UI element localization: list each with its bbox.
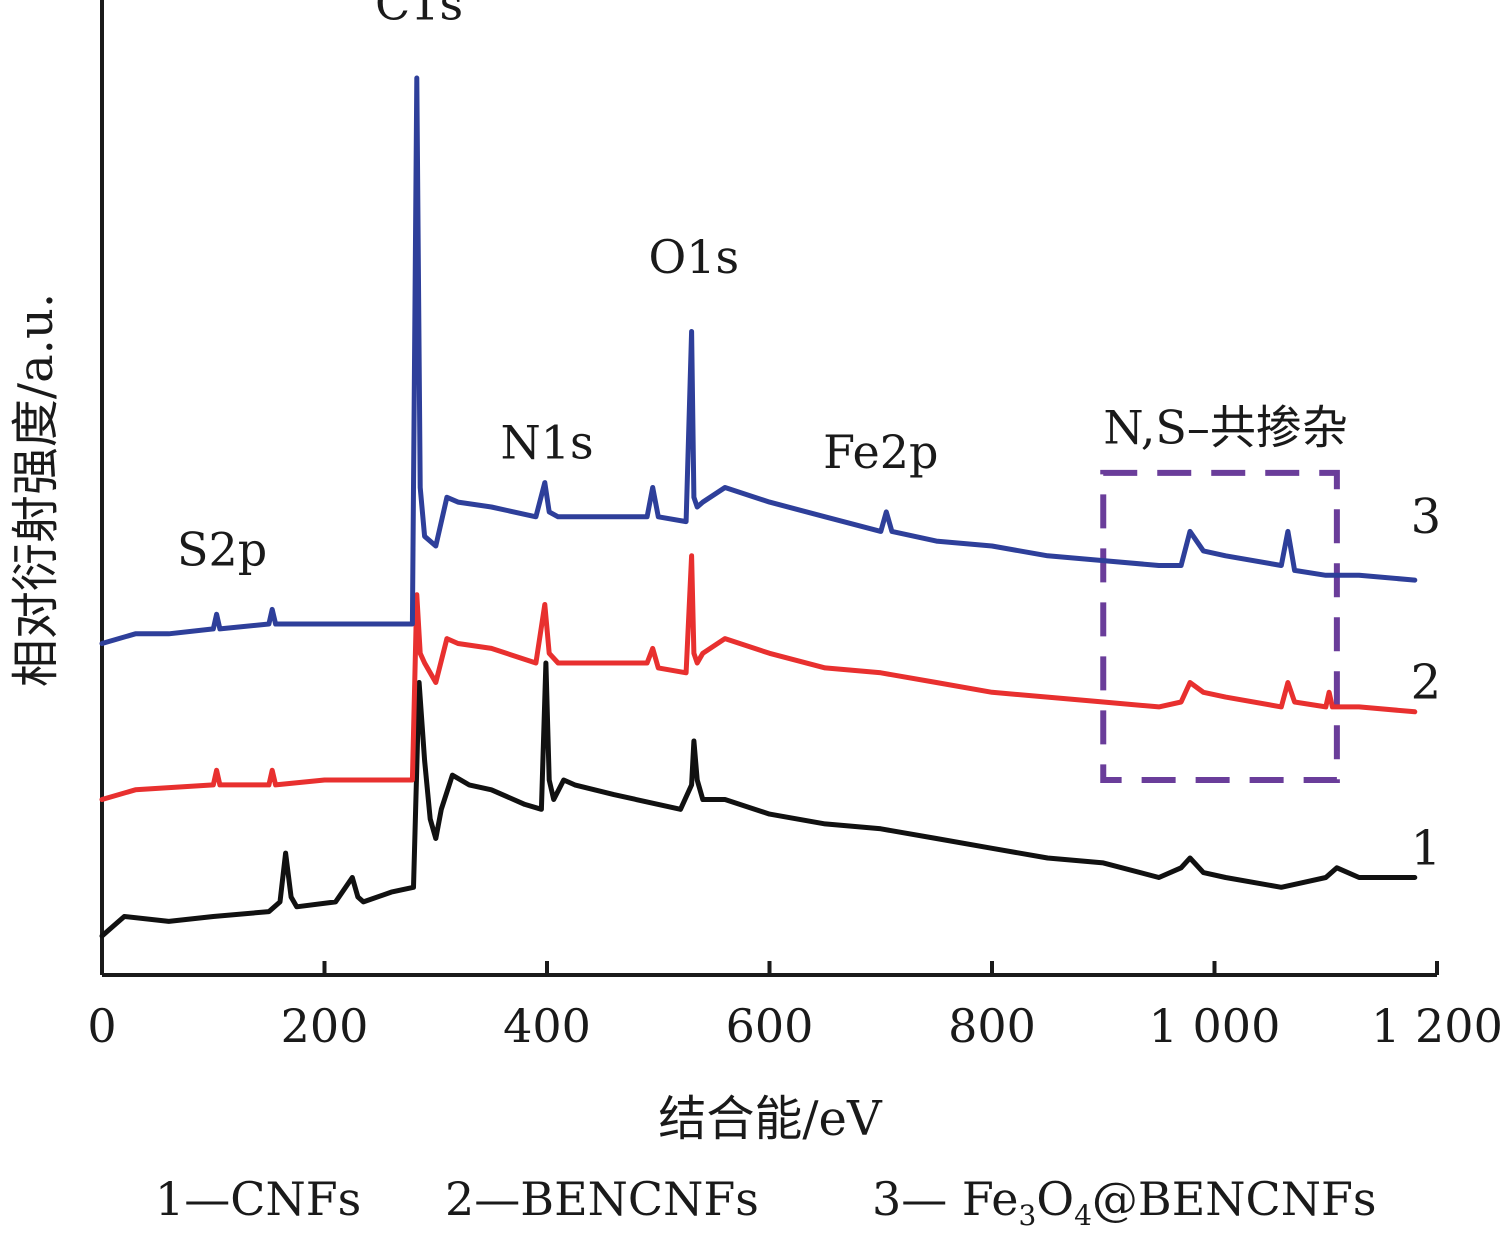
x-tick-label: 600 <box>726 999 814 1053</box>
legend-caption: 1—CNFs 2—BENCNFs 3— Fe3O4@BENCNFs <box>0 1172 1507 1242</box>
series-line-1 <box>99 660 1418 939</box>
peak-label: N1s <box>500 415 593 469</box>
series-label-1: 1 <box>1411 820 1442 876</box>
y-axis-title: 相对衍射强度/a.u. <box>8 293 64 687</box>
highlight-box-layer <box>1100 469 1340 783</box>
highlight-box <box>1100 469 1340 783</box>
series-line-2 <box>99 553 1418 802</box>
x-tick-label: 200 <box>281 999 369 1053</box>
x-tick-label: 0 <box>87 999 116 1053</box>
series-label-2: 2 <box>1411 655 1442 711</box>
legend-item-3-suffix: @BENCNFs <box>1091 1172 1377 1226</box>
peak-label: N,S–共掺杂 <box>1103 401 1347 455</box>
x-tick-label: 1 000 <box>1149 999 1281 1053</box>
series-label-3: 3 <box>1411 489 1442 545</box>
series-lines <box>99 75 1418 939</box>
series-line-3 <box>99 75 1418 646</box>
axes: 0 200 400 600 800 1 000 1 200 结合能/eV 相对衍射强度/a.u. <box>8 0 1503 1147</box>
legend-item-3-prefix: 3— Fe <box>872 1172 1019 1226</box>
legend-item-1: 1—CNFs <box>155 1172 362 1226</box>
x-axis-title: 结合能/eV <box>658 1091 883 1147</box>
peak-label: O1s <box>649 230 740 284</box>
chart-labels: 1 2 3 C1s O1s N1s Fe2p S2p N,S–共掺杂 <box>177 0 1441 876</box>
x-tick-label: 1 200 <box>1371 999 1503 1053</box>
legend-item-3-sub2: 4 <box>1074 1199 1092 1233</box>
legend-item-3: 3— Fe3O4@BENCNFs <box>872 1172 1377 1232</box>
legend-item-3-mid: O <box>1036 1172 1075 1226</box>
xps-chart: 0 200 400 600 800 1 000 1 200 结合能/eV 相对衍射强度/a.u.… <box>8 0 1503 1147</box>
peak-label: S2p <box>177 523 267 577</box>
legend-item-2: 2—BENCNFs <box>445 1172 759 1226</box>
peak-label: C1s <box>375 0 463 31</box>
peak-label: Fe2p <box>823 425 938 479</box>
x-tick-label: 400 <box>503 999 591 1053</box>
x-tick-label: 800 <box>948 999 1036 1053</box>
legend-item-3-sub1: 3 <box>1018 1199 1037 1233</box>
